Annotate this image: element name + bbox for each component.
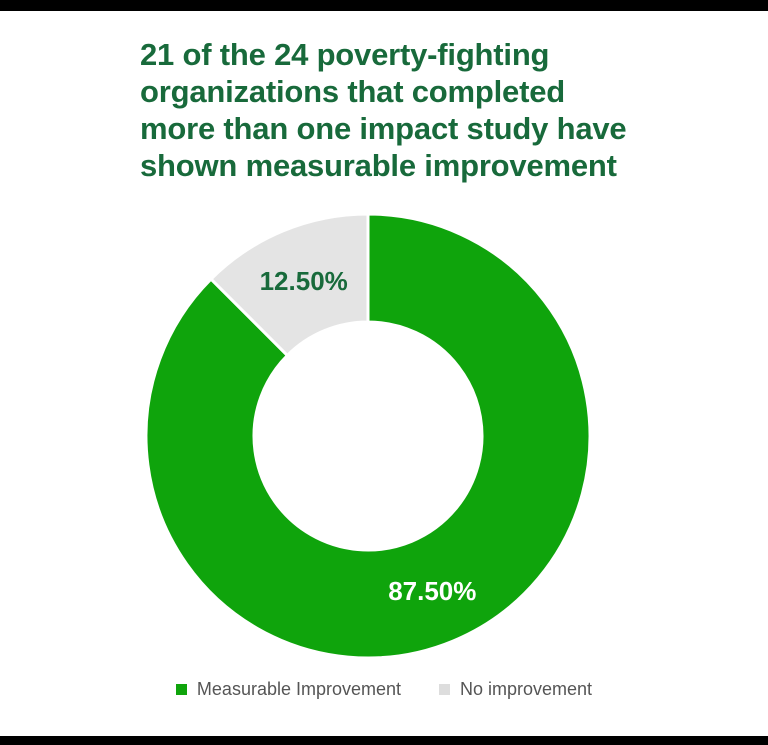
donut-slice-no-improvement	[209, 212, 370, 357]
chart-legend: Measurable Improvement No improvement	[0, 678, 768, 700]
legend-item-measurable-improvement: Measurable Improvement	[175, 678, 402, 700]
title-line-3: more than one impact study have	[140, 111, 627, 146]
title-line-2: organizations that completed	[140, 74, 565, 109]
legend-label: No improvement	[460, 679, 593, 699]
donut-slice-measurable-improvement	[144, 212, 592, 660]
legend-item-no-improvement: No improvement	[439, 678, 592, 700]
title-line-1: 21 of the 24 poverty-fighting	[140, 37, 550, 72]
bottom-border	[0, 736, 768, 745]
legend-label: Measurable Improvement	[196, 679, 402, 699]
top-border	[0, 0, 768, 11]
legend-swatch-icon	[175, 683, 187, 695]
title-line-4: shown measurable improvement	[140, 148, 617, 183]
slice-value-label: 87.50%	[388, 576, 476, 606]
donut-chart: 87.50% 12.50%	[144, 212, 592, 660]
legend-swatch-icon	[439, 683, 451, 695]
chart-title: 21 of the 24 poverty-fighting organizati…	[140, 36, 627, 184]
slice-value-label: 12.50%	[260, 266, 348, 296]
